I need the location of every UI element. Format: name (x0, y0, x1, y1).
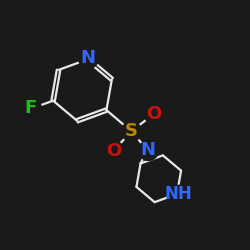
Text: F: F (24, 100, 37, 117)
Text: NH: NH (164, 185, 192, 203)
Text: O: O (146, 105, 162, 123)
Text: N: N (80, 49, 96, 67)
Text: O: O (106, 142, 122, 160)
Text: N: N (140, 141, 155, 159)
Text: S: S (125, 122, 138, 140)
